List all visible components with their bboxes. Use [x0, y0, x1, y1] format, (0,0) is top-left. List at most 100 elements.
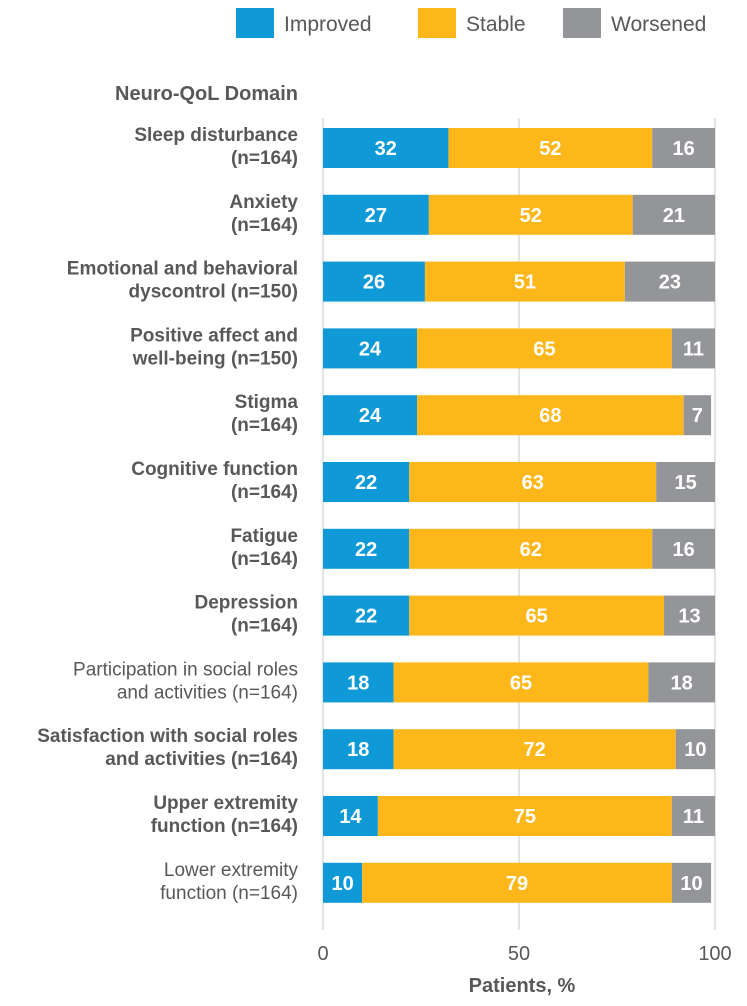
x-axis-title: Patients, %: [469, 975, 576, 997]
value-label-improved: 27: [365, 205, 387, 227]
legend-label: Improved: [284, 13, 372, 36]
category-label-line: Depression: [195, 593, 298, 614]
bar-row: 22 63 15: [323, 462, 715, 502]
bar-segment-stable: [424, 261, 625, 302]
bar-row: 14 75 11: [323, 796, 715, 836]
category-label-line: (n=164): [231, 215, 298, 236]
bar-row: 18 72 10: [323, 729, 715, 770]
value-label-stable: 79: [506, 873, 528, 895]
bar-segment-improved: [323, 261, 425, 302]
category-label: Depression(n=164): [195, 593, 298, 637]
bar-segment-improved: [323, 862, 363, 903]
bar-segment-improved: [323, 528, 410, 569]
bar-row: 32 52 16: [323, 128, 715, 168]
category-header: Neuro-QoL Domain: [115, 83, 298, 105]
tick-label: 50: [508, 943, 530, 965]
value-label-improved: 24: [359, 405, 382, 427]
value-label-stable: 51: [514, 272, 536, 294]
legend-label: Worsened: [611, 13, 706, 36]
bar-segment-improved: [323, 595, 410, 636]
value-label-improved: 22: [355, 539, 377, 561]
bar-segment-worsened: [652, 128, 715, 168]
category-label: Fatigue(n=164): [230, 526, 298, 570]
category-label-line: Cognitive function: [131, 459, 298, 480]
bar-segment-worsened: [632, 194, 715, 235]
category-label-line: Sleep disturbance: [134, 125, 298, 146]
bar-segment-improved: [323, 796, 378, 836]
category-label-line: Participation in social roles: [73, 659, 298, 680]
value-label-improved: 14: [339, 806, 362, 828]
value-label-stable: 63: [522, 472, 544, 494]
value-label-worsened: 10: [680, 873, 702, 895]
gridlines: [322, 118, 716, 930]
value-label-stable: 68: [539, 405, 561, 427]
bar-row: 27 52 21: [323, 194, 715, 235]
bar-segment-worsened: [648, 662, 715, 703]
bar-segment-stable: [393, 729, 676, 770]
bar-segment-worsened: [664, 595, 715, 636]
bar-segment-improved: [323, 729, 394, 770]
value-label-stable: 65: [510, 672, 532, 694]
value-label-improved: 18: [347, 739, 369, 761]
bar-row: 10 79 10: [323, 862, 712, 903]
value-label-improved: 18: [347, 672, 369, 694]
bar-segment-worsened: [671, 796, 715, 836]
category-label-line: Stigma: [235, 392, 299, 413]
bar-segment-improved: [323, 194, 429, 235]
category-label-line: Positive affect and: [130, 325, 298, 346]
category-label-line: function (n=164): [151, 816, 298, 837]
value-label-stable: 52: [520, 205, 542, 227]
value-label-improved: 22: [355, 606, 377, 628]
category-label-line: (n=164): [231, 148, 298, 169]
tick-label: 0: [317, 943, 328, 965]
bar-segment-improved: [323, 395, 418, 436]
bar-segment-stable: [448, 128, 653, 168]
category-label-line: function (n=164): [160, 883, 298, 904]
bar-segment-stable: [377, 796, 672, 836]
bar-segment-worsened: [652, 528, 715, 569]
bar-row: 26 51 23: [323, 261, 715, 302]
legend-swatch: [418, 8, 456, 38]
value-label-worsened: 18: [671, 672, 693, 694]
bar-segment-stable: [409, 595, 665, 636]
category-label-line: well-being (n=150): [132, 348, 298, 369]
bar-segment-stable: [409, 462, 657, 502]
bar-segment-improved: [323, 128, 449, 168]
category-label-line: (n=164): [231, 482, 298, 503]
value-label-worsened: 11: [683, 338, 704, 360]
category-label-line: dyscontrol (n=150): [129, 282, 298, 303]
value-label-improved: 32: [375, 138, 397, 160]
legend-swatch: [236, 8, 274, 38]
category-label-line: Anxiety: [229, 192, 298, 213]
category-label: Stigma(n=164): [231, 392, 298, 436]
legend-item: Improved: [236, 8, 372, 38]
bars: 32 52 16 27 52 21 26 51 23 24 65 11 24 68 7 22 63 15 22 62 1…: [323, 128, 715, 903]
value-label-stable: 75: [514, 806, 536, 828]
bar-row: 24 68 7: [323, 395, 712, 436]
category-label-line: and activities (n=164): [105, 749, 298, 770]
bar-segment-stable: [417, 395, 684, 436]
category-label-line: (n=164): [231, 549, 298, 570]
value-label-worsened: 15: [674, 472, 696, 494]
bar-segment-improved: [323, 662, 394, 703]
legend-item: Worsened: [563, 8, 706, 38]
bar-segment-improved: [323, 462, 410, 502]
category-label: Anxiety(n=164): [229, 192, 298, 236]
value-label-improved: 24: [359, 338, 382, 360]
value-label-stable: 65: [526, 606, 548, 628]
value-label-stable: 72: [524, 739, 546, 761]
bar-row: 22 62 16: [323, 528, 715, 569]
category-labels: Sleep disturbance(n=164)Anxiety(n=164)Em…: [37, 125, 298, 904]
bar-row: 18 65 18: [323, 662, 715, 703]
value-label-worsened: 16: [673, 138, 695, 160]
bar-segment-worsened: [671, 328, 715, 369]
value-label-stable: 52: [539, 138, 561, 160]
value-label-stable: 65: [533, 338, 555, 360]
